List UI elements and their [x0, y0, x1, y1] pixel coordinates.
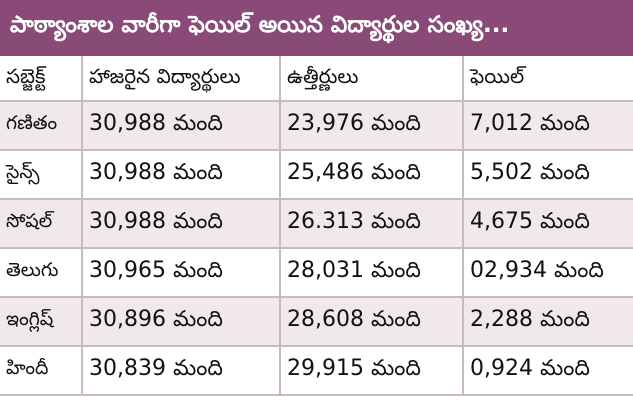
table-row: హిందీ 30,839 మంది 29,915 మంది 0,924 మంది — [0, 346, 633, 396]
subject-cell: గణితం — [0, 101, 83, 151]
column-header-subject: సబ్జెక్ట్ — [0, 56, 83, 102]
appeared-cell: 30,988 మంది — [82, 199, 281, 249]
table-row: ఇంగ్లిష్ 30,896 మంది 28,608 మంది 2,288 మ… — [0, 297, 633, 347]
failed-cell: 0,924 మంది — [463, 346, 633, 396]
appeared-cell: 30,988 మంది — [82, 101, 281, 151]
column-header-failed: ఫెయిల్ — [463, 56, 633, 102]
column-header-passed: ఉత్తీర్ణులు — [280, 56, 464, 102]
failed-cell: 5,502 మంది — [463, 150, 633, 200]
failed-cell: 2,288 మంది — [463, 297, 633, 347]
table-row: తెలుగు 30,965 మంది 28,031 మంది 02,934 మం… — [0, 248, 633, 298]
subject-cell: సోషల్ — [0, 199, 83, 249]
appeared-cell: 30,896 మంది — [82, 297, 281, 347]
passed-cell: 25,486 మంది — [280, 150, 464, 200]
header-row: సబ్జెక్ట్ హాజరైన విద్యార్థులు ఉత్తీర్ణుల… — [0, 56, 633, 102]
failed-cell: 7,012 మంది — [463, 101, 633, 151]
appeared-cell: 30,839 మంది — [82, 346, 281, 396]
passed-cell: 29,915 మంది — [280, 346, 464, 396]
appeared-cell: 30,965 మంది — [82, 248, 281, 298]
subject-cell: తెలుగు — [0, 248, 83, 298]
table-title: పాఠ్యాంశాల వారీగా ఫెయిల్ అయిన విద్యార్థు… — [0, 0, 633, 56]
subject-cell: హిందీ — [0, 346, 83, 396]
passed-cell: 26.313 మంది — [280, 199, 464, 249]
table-row: సైన్స్ 30,988 మంది 25,486 మంది 5,502 మంద… — [0, 150, 633, 200]
passed-cell: 28,031 మంది — [280, 248, 464, 298]
appeared-cell: 30,988 మంది — [82, 150, 281, 200]
table-row: సోషల్ 30,988 మంది 26.313 మంది 4,675 మంది — [0, 199, 633, 249]
results-table: సబ్జెక్ట్ హాజరైన విద్యార్థులు ఉత్తీర్ణుల… — [0, 56, 633, 396]
subject-cell: ఇంగ్లిష్ — [0, 297, 83, 347]
passed-cell: 28,608 మంది — [280, 297, 464, 347]
column-header-appeared: హాజరైన విద్యార్థులు — [82, 56, 281, 102]
passed-cell: 23,976 మంది — [280, 101, 464, 151]
table-row: గణితం 30,988 మంది 23,976 మంది 7,012 మంది — [0, 101, 633, 151]
failed-cell: 02,934 మంది — [463, 248, 633, 298]
failed-cell: 4,675 మంది — [463, 199, 633, 249]
subject-cell: సైన్స్ — [0, 150, 83, 200]
